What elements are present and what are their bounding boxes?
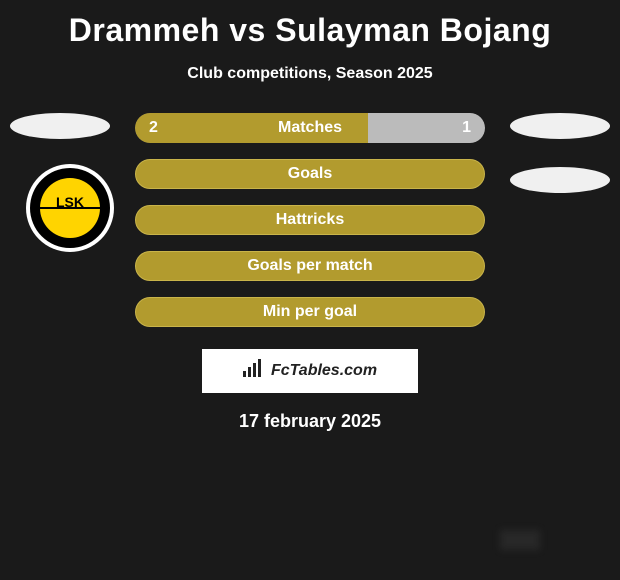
stat-bar: Min per goal: [135, 297, 485, 327]
stat-label: Goals per match: [247, 257, 372, 275]
stat-label: Matches: [278, 119, 342, 137]
badge-text: LSK: [56, 194, 84, 210]
stat-label: Hattricks: [276, 211, 344, 229]
page-subtitle: Club competitions, Season 2025: [0, 65, 620, 83]
player-shape-right-2: [510, 167, 610, 193]
branding-text: FcTables.com: [271, 362, 377, 380]
stat-bar: Goals per match: [135, 251, 485, 281]
stat-value-left: 2: [149, 119, 158, 137]
blur-artifact: [500, 530, 540, 550]
page-title: Drammeh vs Sulayman Bojang: [0, 0, 620, 49]
player-shape-right-1: [510, 113, 610, 139]
club-badge-lsk: LSK: [25, 163, 115, 253]
stat-bar: Goals: [135, 159, 485, 189]
stat-bar: 2 1 Matches: [135, 113, 485, 143]
player-shape-left: [10, 113, 110, 139]
comparison-area: LSK 2 1 Matches Goals Hattricks Goals per mat…: [0, 113, 620, 432]
branding-box: FcTables.com: [202, 349, 418, 393]
stat-bar: Hattricks: [135, 205, 485, 235]
stat-value-right: 1: [462, 119, 471, 137]
stat-bars: 2 1 Matches Goals Hattricks Goals per match Mi…: [135, 113, 485, 327]
stat-label: Goals: [288, 165, 332, 183]
chart-icon: [243, 359, 265, 383]
stat-label: Min per goal: [263, 303, 357, 321]
footer-date: 17 february 2025: [0, 411, 620, 432]
